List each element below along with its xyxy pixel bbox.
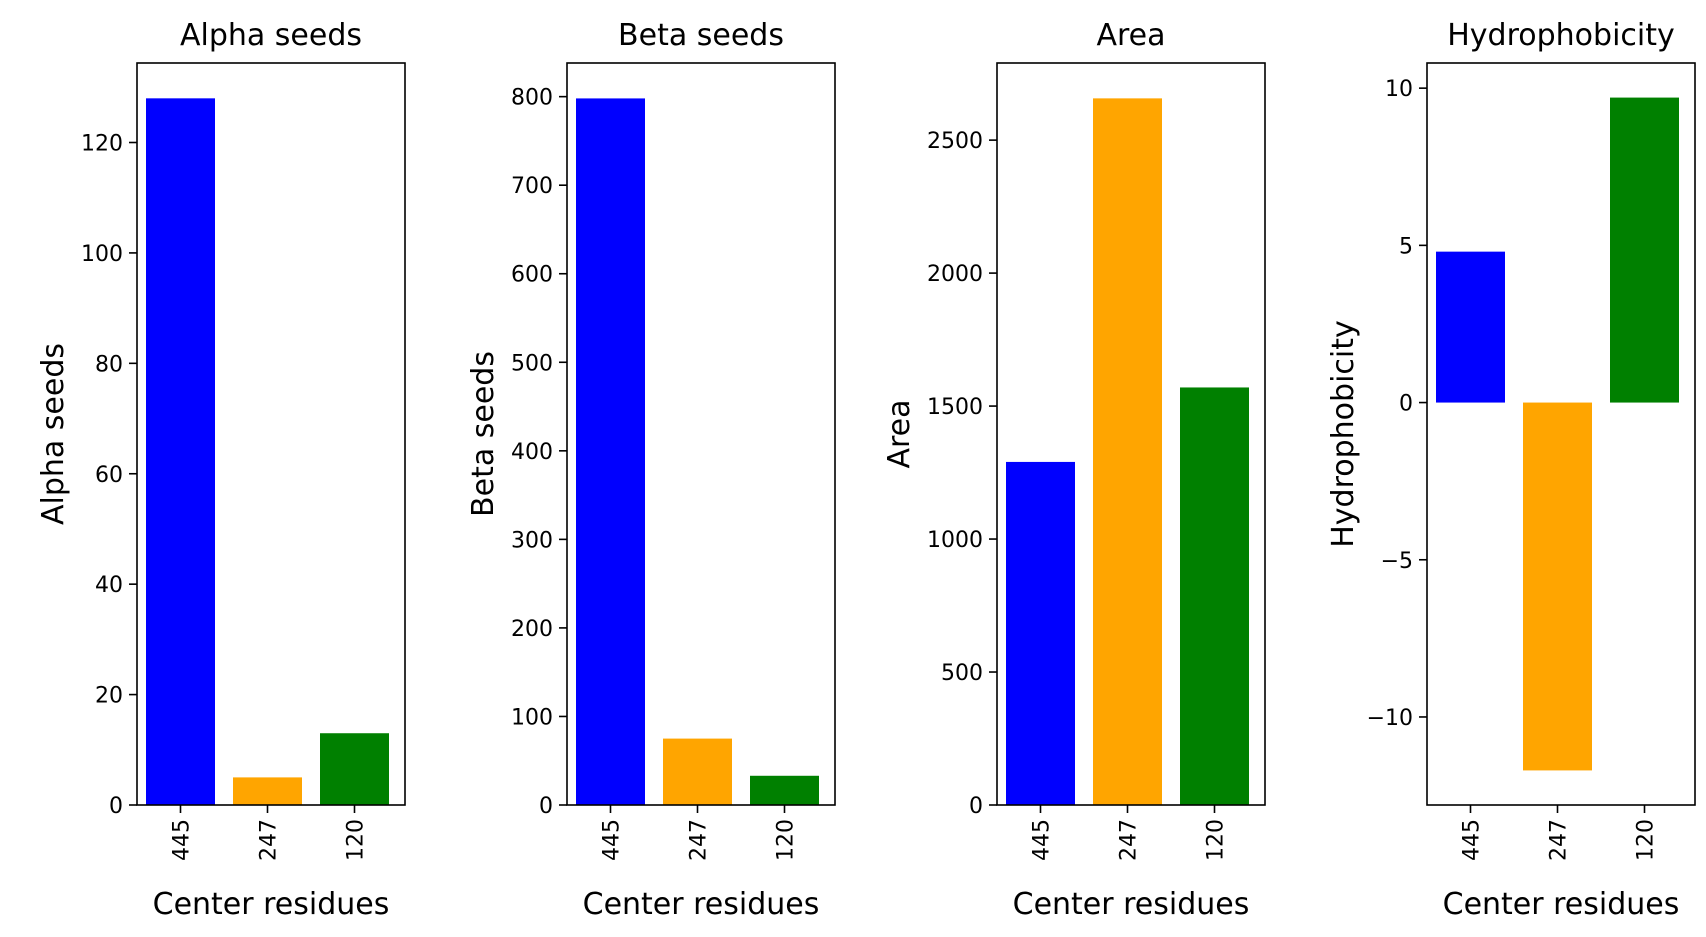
axes-frame: [996, 62, 1266, 806]
bar-247: [663, 738, 732, 805]
y-tick-label: 1500: [927, 395, 983, 420]
y-axis-label: Beta seeds: [466, 351, 501, 517]
bar-120: [320, 733, 389, 805]
x-tick-label: 445: [1460, 819, 1485, 861]
y-tick-label: 20: [95, 684, 123, 709]
bar-247: [233, 777, 302, 805]
y-tick-label: 0: [109, 794, 123, 819]
x-axis-label: Center residues: [1443, 887, 1680, 922]
y-tick-label: 40: [95, 573, 123, 598]
y-tick-label: 500: [941, 661, 983, 686]
x-tick-label: 120: [774, 819, 799, 861]
x-tick-label: 120: [1634, 819, 1659, 861]
y-tick-label: 60: [95, 463, 123, 488]
axes-frame: [566, 62, 836, 806]
y-tick-label: 0: [969, 794, 983, 819]
x-tick-label: 247: [1117, 819, 1142, 861]
bar-445: [1006, 461, 1075, 805]
panel-alpha-seeds: Alpha seeds Alpha seeds Center residues …: [36, 18, 406, 922]
y-tick-label: 10: [1385, 77, 1413, 102]
y-axis-label: Hydrophobicity: [1326, 320, 1361, 548]
bar-445: [1436, 251, 1505, 403]
chart-title: Alpha seeds: [180, 18, 362, 53]
x-axis-label: Center residues: [153, 887, 390, 922]
x-tick-label: 445: [600, 819, 625, 861]
y-tick-label: 200: [511, 617, 553, 642]
y-tick-label: −10: [1367, 706, 1413, 731]
x-tick-label: 120: [344, 819, 369, 861]
x-tick-label: 247: [257, 819, 282, 861]
y-tick-label: −5: [1381, 549, 1413, 574]
axes-frame: [136, 62, 406, 806]
y-tick-label: 100: [81, 242, 123, 267]
chart-title: Hydrophobicity: [1447, 18, 1675, 53]
panel-area: Area Area Center residues 0 500 1000 1500 20…: [882, 18, 1266, 922]
y-tick-label: 300: [511, 528, 553, 553]
axes-frame: [1426, 62, 1696, 806]
y-tick-label: 1000: [927, 528, 983, 553]
y-tick-label: 2000: [927, 262, 983, 287]
x-tick-label: 247: [687, 819, 712, 861]
chart-title: Area: [1096, 18, 1165, 53]
y-tick-label: 100: [511, 705, 553, 730]
bar-120: [750, 775, 819, 805]
y-tick-label: 2500: [927, 129, 983, 154]
x-tick-label: 445: [1030, 819, 1055, 861]
bar-120: [1610, 97, 1679, 403]
x-axis-label: Center residues: [1013, 887, 1250, 922]
y-axis-label: Alpha seeds: [36, 343, 71, 525]
y-tick-label: 0: [1399, 392, 1413, 417]
y-tick-label: 120: [81, 132, 123, 157]
y-axis-label: Area: [882, 399, 917, 468]
y-tick-label: 5: [1399, 234, 1413, 259]
x-tick-label: 120: [1204, 819, 1229, 861]
y-tick-label: 0: [539, 794, 553, 819]
y-tick-label: 80: [95, 352, 123, 377]
bar-247: [1523, 402, 1592, 771]
x-axis-label: Center residues: [583, 887, 820, 922]
y-tick-label: 500: [511, 351, 553, 376]
y-tick-label: 700: [511, 174, 553, 199]
x-tick-label: 445: [170, 819, 195, 861]
y-tick-label: 800: [511, 86, 553, 111]
chart-title: Beta seeds: [618, 18, 784, 53]
y-tick-label: 400: [511, 440, 553, 465]
bar-445: [146, 98, 215, 806]
bar-445: [576, 98, 645, 805]
bar-247: [1093, 98, 1162, 805]
y-tick-label: 600: [511, 263, 553, 288]
x-tick-label: 247: [1547, 819, 1572, 861]
panel-beta-seeds: Beta seeds Beta seeds Center residues 0 1…: [466, 18, 836, 922]
panel-hydrophobicity: Hydrophobicity Hydrophobicity Center res…: [1326, 18, 1696, 922]
bar-120: [1180, 387, 1249, 805]
